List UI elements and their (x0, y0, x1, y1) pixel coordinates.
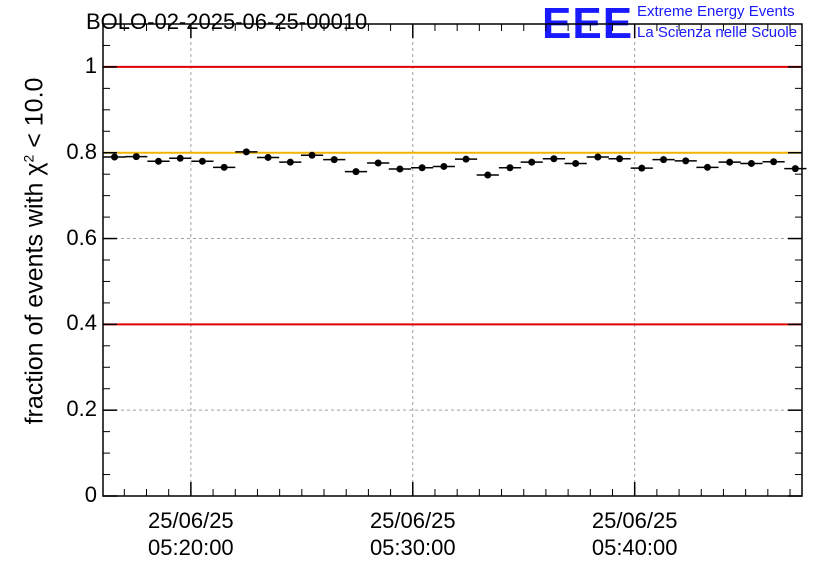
eee-logo-line-1: Extreme Energy Events (637, 3, 795, 20)
data-point (308, 151, 316, 159)
chart-title: BOLO-02-2025-06-25-00010 (86, 9, 368, 34)
data-point (528, 158, 536, 166)
x-tick-date: 25/06/25 (591, 508, 678, 533)
data-point (550, 155, 558, 163)
x-tick-time: 05:40:00 (591, 535, 678, 560)
x-tick-label: 25/06/25 05:20:00 (121, 507, 261, 561)
data-point (747, 159, 755, 167)
data-point (703, 163, 711, 171)
data-point (264, 153, 272, 161)
data-point (770, 158, 778, 166)
data-point (594, 153, 602, 161)
y-tick-label: 0.8 (66, 138, 97, 164)
data-point (220, 163, 228, 171)
x-tick-label: 25/06/25 05:30:00 (343, 507, 483, 561)
y-tick-label: 1 (84, 52, 97, 78)
y-tick-label: 0.6 (66, 224, 97, 250)
y-tick-label: 0 (84, 482, 97, 507)
data-point (616, 155, 624, 163)
data-point (418, 164, 426, 172)
data-point (132, 153, 140, 161)
data-point (242, 148, 250, 156)
data-point (726, 158, 734, 166)
y-tick-label: 0.2 (66, 396, 97, 422)
data-point (176, 154, 184, 162)
data-point (660, 156, 668, 164)
plot-frame (102, 23, 803, 497)
x-tick-time: 05:20:00 (148, 535, 234, 560)
data-point (440, 162, 448, 170)
y-tick-label: 0.4 (66, 310, 97, 336)
data-point (111, 153, 119, 161)
data-point (506, 164, 514, 172)
data-point (154, 157, 162, 165)
data-point (638, 164, 646, 172)
data-point (462, 155, 470, 163)
x-tick-label: 25/06/25 05:40:00 (565, 507, 705, 561)
x-tick-time: 05:30:00 (369, 535, 456, 560)
data-point (374, 159, 382, 167)
x-tick-date: 25/06/25 (369, 508, 456, 533)
data-point (396, 165, 404, 173)
data-point (286, 158, 294, 166)
data-point (791, 165, 799, 173)
data-point (682, 157, 690, 165)
eee-logo-line-2: La Scienza nelle Scuole (637, 24, 798, 41)
data-point (198, 157, 206, 165)
data-point (484, 171, 492, 179)
data-point (352, 168, 360, 176)
x-tick-date: 25/06/25 (148, 508, 234, 533)
data-point (572, 159, 580, 167)
data-point (330, 156, 338, 164)
